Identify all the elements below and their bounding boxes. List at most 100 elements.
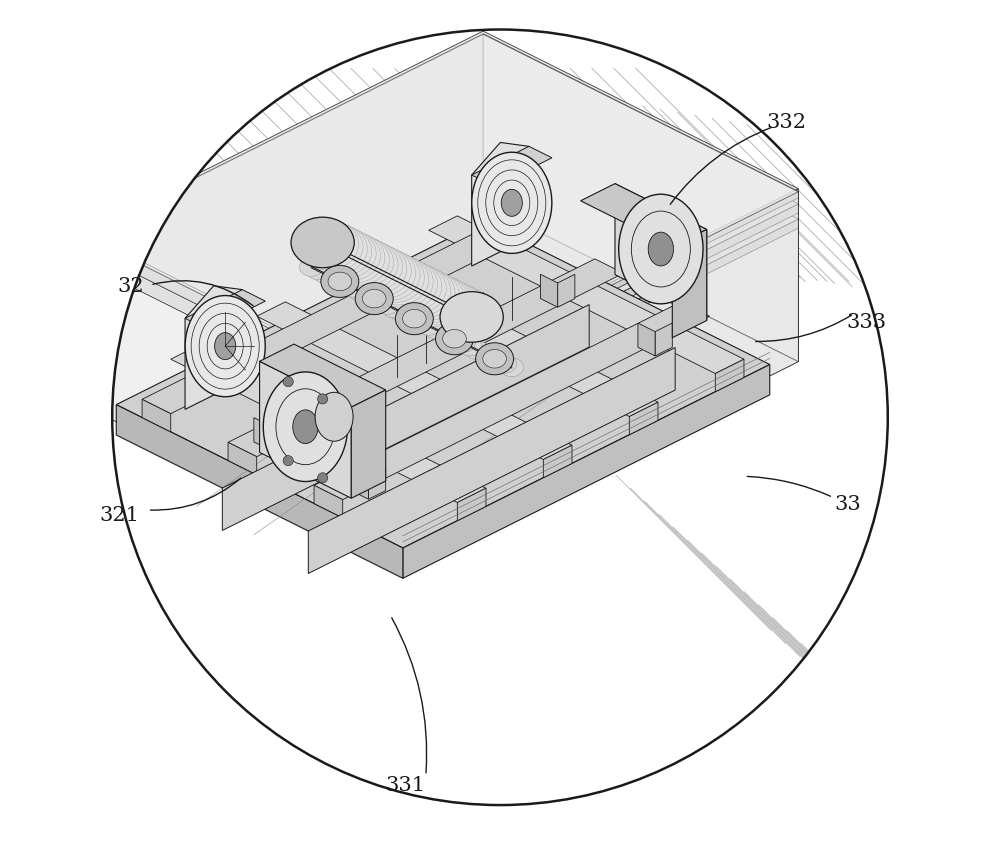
- Ellipse shape: [326, 234, 389, 285]
- Polygon shape: [260, 344, 386, 407]
- Ellipse shape: [382, 299, 406, 318]
- Ellipse shape: [440, 292, 503, 342]
- Ellipse shape: [486, 352, 510, 370]
- Ellipse shape: [317, 230, 381, 281]
- Polygon shape: [82, 34, 798, 392]
- Ellipse shape: [320, 268, 344, 287]
- Polygon shape: [228, 259, 624, 457]
- Ellipse shape: [417, 317, 441, 336]
- Ellipse shape: [445, 330, 468, 349]
- Ellipse shape: [352, 248, 416, 298]
- Ellipse shape: [619, 194, 703, 303]
- Ellipse shape: [443, 330, 466, 348]
- Ellipse shape: [348, 245, 411, 296]
- Ellipse shape: [383, 263, 446, 314]
- Text: 33: 33: [834, 495, 861, 513]
- Ellipse shape: [472, 153, 552, 254]
- Ellipse shape: [452, 334, 475, 352]
- Ellipse shape: [348, 282, 371, 301]
- Ellipse shape: [315, 392, 353, 441]
- Polygon shape: [142, 400, 171, 432]
- Ellipse shape: [493, 355, 517, 373]
- Ellipse shape: [410, 313, 434, 331]
- Ellipse shape: [309, 226, 372, 277]
- Ellipse shape: [322, 233, 385, 283]
- Ellipse shape: [436, 289, 499, 340]
- Polygon shape: [472, 142, 529, 266]
- Polygon shape: [581, 184, 707, 247]
- Ellipse shape: [479, 347, 503, 366]
- Circle shape: [318, 394, 328, 404]
- Polygon shape: [715, 359, 744, 392]
- Circle shape: [112, 30, 888, 805]
- Circle shape: [283, 455, 293, 465]
- Text: 333: 333: [847, 313, 887, 331]
- Ellipse shape: [299, 258, 323, 277]
- Polygon shape: [260, 362, 351, 498]
- Polygon shape: [655, 323, 672, 356]
- Ellipse shape: [648, 232, 673, 266]
- Ellipse shape: [431, 287, 495, 338]
- Ellipse shape: [369, 293, 392, 311]
- Ellipse shape: [427, 285, 490, 336]
- Polygon shape: [271, 417, 288, 450]
- Ellipse shape: [374, 259, 438, 309]
- Ellipse shape: [438, 327, 461, 346]
- Ellipse shape: [405, 274, 468, 325]
- Polygon shape: [629, 402, 658, 435]
- Polygon shape: [82, 31, 798, 389]
- Ellipse shape: [396, 270, 459, 320]
- Ellipse shape: [387, 266, 451, 316]
- Ellipse shape: [361, 252, 424, 303]
- Ellipse shape: [500, 358, 524, 377]
- Polygon shape: [171, 345, 486, 502]
- Polygon shape: [429, 216, 744, 373]
- Ellipse shape: [355, 286, 378, 304]
- Polygon shape: [397, 219, 798, 429]
- Text: 332: 332: [767, 113, 807, 132]
- Ellipse shape: [313, 265, 337, 283]
- Ellipse shape: [328, 272, 352, 291]
- Polygon shape: [615, 184, 707, 320]
- Ellipse shape: [295, 219, 359, 270]
- Polygon shape: [222, 304, 589, 530]
- Polygon shape: [368, 466, 386, 499]
- Polygon shape: [540, 274, 558, 307]
- Polygon shape: [638, 323, 655, 356]
- Polygon shape: [185, 290, 265, 330]
- Polygon shape: [472, 147, 552, 186]
- Polygon shape: [254, 417, 271, 450]
- Ellipse shape: [370, 256, 433, 307]
- Ellipse shape: [403, 309, 427, 328]
- Ellipse shape: [396, 306, 420, 325]
- Polygon shape: [397, 189, 798, 399]
- Polygon shape: [185, 286, 242, 410]
- Polygon shape: [257, 302, 572, 459]
- Polygon shape: [82, 46, 798, 405]
- Ellipse shape: [327, 271, 351, 290]
- Ellipse shape: [501, 190, 522, 217]
- Ellipse shape: [366, 255, 429, 305]
- Ellipse shape: [423, 283, 486, 334]
- Ellipse shape: [321, 266, 359, 298]
- Polygon shape: [116, 221, 770, 548]
- Ellipse shape: [339, 241, 402, 292]
- Text: 32: 32: [117, 277, 144, 296]
- Polygon shape: [558, 274, 575, 307]
- Polygon shape: [457, 488, 486, 521]
- Ellipse shape: [357, 250, 420, 301]
- Ellipse shape: [263, 372, 348, 481]
- Ellipse shape: [401, 272, 464, 323]
- Text: 321: 321: [99, 507, 139, 525]
- Ellipse shape: [291, 217, 354, 268]
- Ellipse shape: [414, 278, 477, 329]
- Ellipse shape: [375, 296, 399, 314]
- Ellipse shape: [476, 343, 514, 375]
- Text: 331: 331: [386, 776, 426, 795]
- Polygon shape: [672, 229, 707, 338]
- Polygon shape: [308, 347, 675, 573]
- Ellipse shape: [185, 296, 265, 397]
- Ellipse shape: [215, 333, 236, 360]
- Ellipse shape: [483, 350, 506, 368]
- Ellipse shape: [440, 292, 503, 342]
